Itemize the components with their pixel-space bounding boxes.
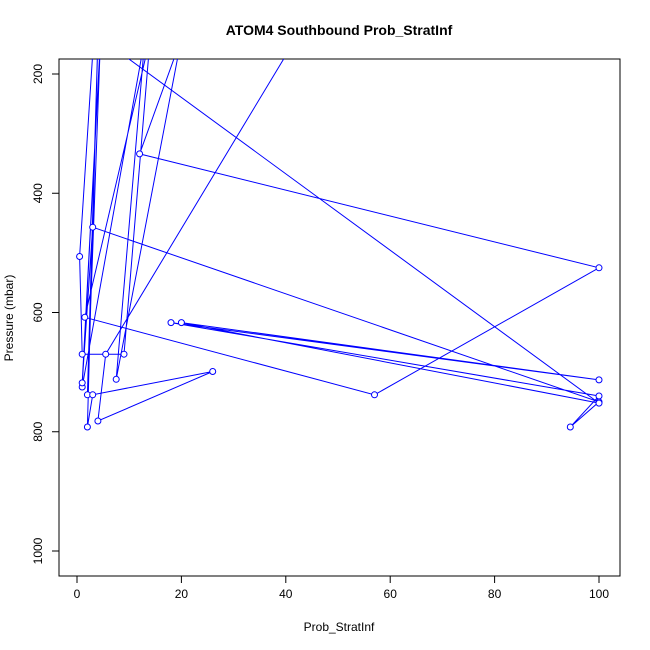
y-tick-label: 200 (31, 64, 45, 84)
y-axis-label: Pressure (mbar) (2, 275, 16, 362)
data-point (371, 391, 378, 399)
plot-frame (58, 58, 621, 577)
chart-title: ATOM4 Southbound Prob_StratInf (226, 22, 453, 38)
data-point (83, 423, 91, 431)
data-point (102, 350, 110, 358)
data-point (595, 399, 603, 407)
data-point (566, 423, 574, 431)
data-point (167, 319, 175, 327)
data-point (120, 350, 128, 358)
y-tick-label: 800 (31, 421, 45, 441)
x-tick-label: 20 (175, 587, 189, 601)
y-tick-label: 1000 (31, 537, 45, 564)
data-layer (76, 59, 603, 431)
data-point (209, 368, 217, 375)
data-point (112, 375, 120, 383)
y-tick-label: 600 (31, 302, 45, 322)
data-point (136, 150, 144, 158)
data-point (177, 319, 185, 327)
data-point (89, 391, 97, 399)
x-tick-label: 40 (279, 587, 293, 601)
x-axis-label: Prob_StratInf (304, 620, 375, 634)
y-tick-label: 400 (31, 183, 45, 203)
series-line (79, 59, 601, 428)
data-point (76, 253, 84, 260)
data-point (595, 376, 603, 384)
y-axis: 200 400 600 800 1000 (31, 64, 60, 564)
data-point (94, 417, 102, 425)
data-point (595, 392, 603, 400)
x-tick-label: 60 (384, 587, 398, 601)
x-tick-label: 0 (74, 587, 81, 601)
x-axis: 0 20 40 60 80 100 (74, 575, 609, 601)
data-point (89, 223, 97, 231)
x-tick-label: 80 (488, 587, 502, 601)
x-tick-label: 100 (589, 587, 609, 601)
data-point (81, 313, 89, 321)
data-point (78, 350, 86, 358)
data-point (78, 379, 86, 387)
data-point (595, 264, 603, 272)
